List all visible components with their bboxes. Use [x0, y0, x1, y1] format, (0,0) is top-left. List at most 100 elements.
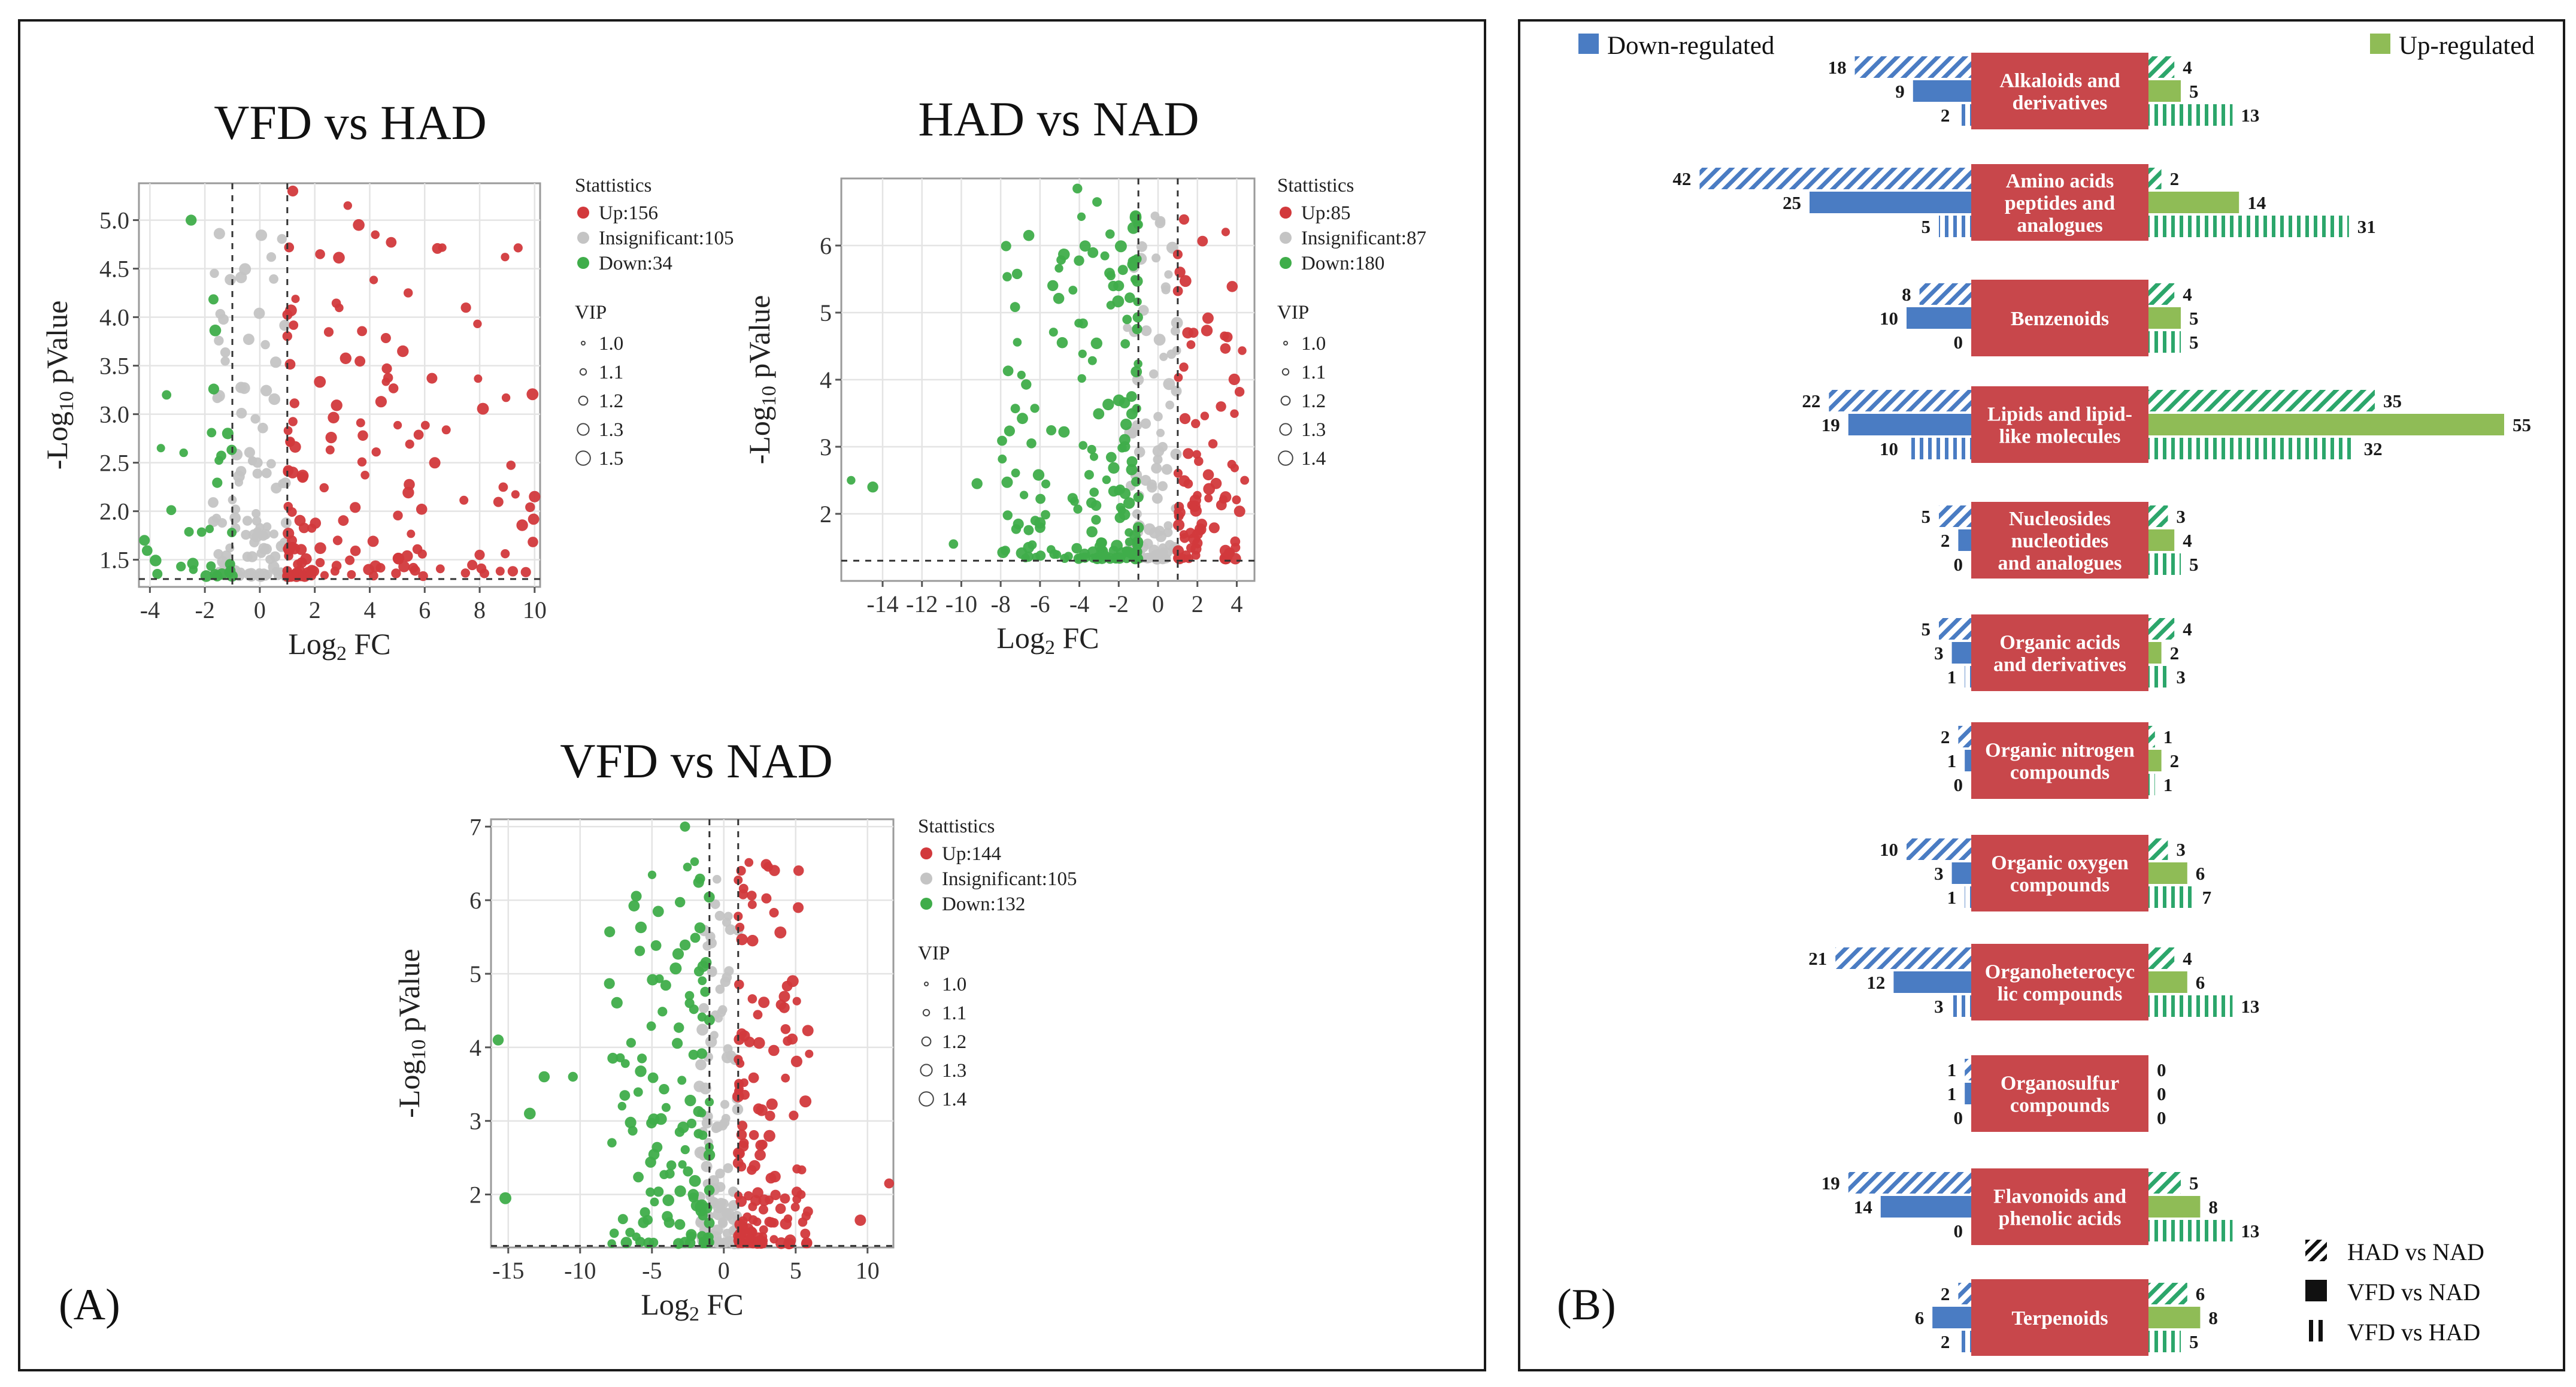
up-point [386, 237, 397, 248]
up-point [805, 1049, 814, 1058]
down-bar-vfd-vs-nad [1965, 750, 1971, 771]
down-point [1091, 514, 1101, 525]
down-bar-vfd-vs-nad [1951, 862, 1971, 884]
up-point [1202, 469, 1214, 481]
legend-dot [577, 232, 589, 244]
up-point [325, 432, 337, 444]
insignificant-point [1151, 253, 1161, 263]
down-count-label: 5 [1922, 216, 1931, 237]
down-bar-vfd-vs-had [1965, 886, 1971, 908]
insignificant-point [1153, 411, 1163, 422]
down-count-label: 25 [1783, 192, 1801, 213]
up-point [432, 243, 443, 254]
insignificant-point [252, 457, 263, 468]
down-point [640, 1207, 650, 1218]
down-count-label: 5 [1922, 506, 1931, 527]
down-point [1117, 443, 1127, 453]
up-count-label: 5 [2189, 554, 2199, 575]
insignificant-point [710, 899, 720, 909]
x-tick-label: -4 [1069, 590, 1089, 617]
insignificant-point [233, 470, 245, 483]
up-bar-had-vs-nad [2148, 618, 2175, 640]
insignificant-point [210, 268, 219, 278]
vip-item: 1.3 [942, 1060, 966, 1082]
insignificant-point [713, 874, 722, 884]
up-point [1220, 331, 1229, 341]
up-point [753, 1235, 765, 1247]
vip-legend-title: VIP [918, 943, 950, 964]
insignificant-point [710, 1031, 719, 1040]
down-point [1102, 398, 1114, 411]
up-bar-vfd-vs-nad [2148, 971, 2187, 993]
up-bar-vfd-vs-nad [2148, 80, 2181, 102]
down-point [205, 525, 214, 534]
down-regulated-swatch [1578, 34, 1599, 54]
up-count-label: 3 [2176, 506, 2186, 527]
down-point [695, 873, 705, 884]
up-bar-vfd-vs-had [2148, 438, 2356, 459]
down-point [1119, 434, 1131, 446]
insignificant-point [1163, 521, 1173, 531]
up-count-label: 14 [2247, 192, 2266, 213]
insignificant-point [714, 910, 725, 921]
class-label: Amino acids [2006, 170, 2114, 192]
down-point [1114, 240, 1127, 253]
up-point [774, 926, 787, 938]
legend-dot [920, 898, 932, 910]
up-count-label: 6 [2196, 1283, 2205, 1304]
down-point [705, 1097, 714, 1107]
class-label: compounds [2010, 874, 2110, 897]
up-point [1204, 494, 1213, 502]
down-point [1026, 438, 1037, 449]
up-point [333, 252, 345, 264]
down-point [1046, 425, 1057, 435]
up-point [283, 545, 295, 556]
up-point [429, 457, 441, 469]
up-point [404, 479, 415, 490]
down-point [611, 997, 623, 1009]
up-point [291, 295, 300, 304]
down-point [1023, 525, 1034, 535]
down-count-label: 0 [1954, 1107, 1963, 1128]
down-count-label: 10 [1880, 308, 1898, 329]
down-point [1074, 255, 1084, 266]
down-point [1133, 492, 1144, 502]
down-point [1126, 456, 1138, 467]
down-point [700, 986, 711, 997]
up-point [1200, 411, 1210, 420]
insignificant-point [220, 347, 231, 358]
down-point [609, 1228, 619, 1238]
down-count-label: 2 [1941, 726, 1950, 747]
insignificant-point [1147, 479, 1157, 490]
class-label: Organosulfur [2001, 1073, 2119, 1095]
up-bar-vfd-vs-had [2148, 1220, 2233, 1241]
down-point [1089, 487, 1099, 497]
down-point [620, 1059, 630, 1068]
down-point [628, 900, 640, 911]
down-bar-vfd-vs-had [1939, 216, 1971, 237]
legend-item: Insignificant:105 [942, 868, 1077, 890]
legend-title: Stattistics [575, 175, 651, 196]
x-tick-label: -12 [906, 590, 938, 617]
class-label: Alkaloids and [1999, 70, 2120, 92]
up-point [1191, 550, 1201, 560]
vip-item: 1.0 [1301, 333, 1326, 355]
down-point [1126, 464, 1138, 476]
up-point [747, 900, 757, 909]
vip-size-marker [1278, 450, 1293, 466]
insignificant-point [269, 274, 278, 284]
class-box [1971, 1055, 2148, 1132]
legend-dot [577, 257, 589, 269]
up-point [734, 979, 744, 990]
insignificant-point [693, 1080, 705, 1092]
down-point [1086, 497, 1097, 508]
down-point [694, 922, 706, 934]
y-tick-label: 4 [469, 1034, 481, 1061]
down-point [1011, 268, 1023, 280]
down-point [674, 1219, 686, 1230]
insignificant-point [1164, 270, 1173, 279]
up-point [1174, 267, 1186, 278]
down-point [1125, 292, 1135, 303]
insignificant-point [279, 320, 290, 331]
down-point [690, 1200, 703, 1212]
